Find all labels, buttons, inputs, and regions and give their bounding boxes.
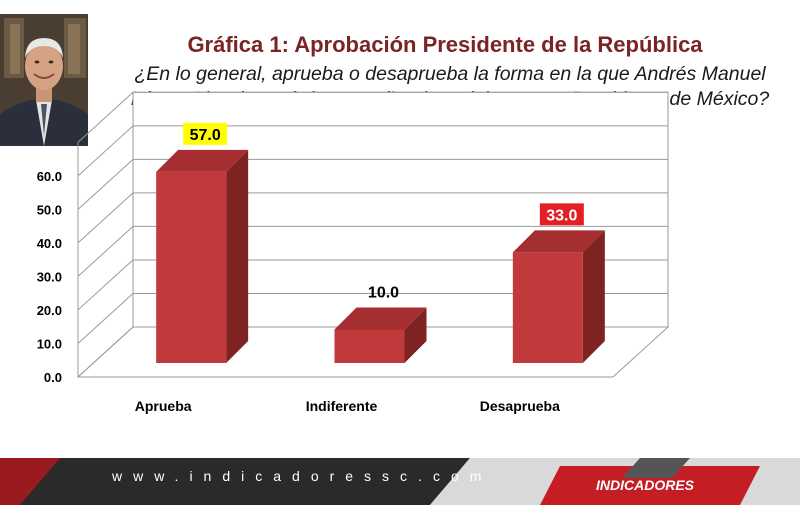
y-tick-label: 40.0 xyxy=(37,236,62,251)
gridline-side-5 xyxy=(77,158,134,210)
gridline-side-3 xyxy=(77,226,134,277)
bar-side-indiferente xyxy=(404,307,427,363)
bar-side-desaprueba xyxy=(582,230,605,363)
y-tick-label: 0.0 xyxy=(44,370,62,385)
y-tick-label: 30.0 xyxy=(37,269,62,284)
bar-top-desaprueba xyxy=(512,230,605,253)
survey-question-line-1: ¿En lo general, aprueba o desaprueba la … xyxy=(134,63,766,85)
value-label-bg-desaprueba xyxy=(539,203,584,226)
y-tick-label: 20.0 xyxy=(37,303,62,318)
footer-url-link[interactable]: www.indicadoressc.com xyxy=(112,468,493,484)
president-photo xyxy=(0,14,88,146)
x-category-label: Desaprueba xyxy=(480,398,560,414)
gridline-side-4 xyxy=(77,192,134,244)
y-tick-label: 50.0 xyxy=(37,202,62,217)
chart-title: Gráfica 1: Aprobación Presidente de la R… xyxy=(187,32,703,57)
gridline-side-0 xyxy=(77,326,134,378)
bar-aprueba xyxy=(156,171,227,363)
y-tick-label: 60.0 xyxy=(37,169,62,184)
gridline-side-6 xyxy=(77,125,134,177)
gridline-side-1 xyxy=(77,293,134,344)
bar-top-indiferente xyxy=(334,307,427,330)
brand-logo: INDICADORES xyxy=(596,477,695,493)
gridline-side-2 xyxy=(77,259,134,311)
value-label-aprueba: 57.0 xyxy=(190,127,221,144)
bar-side-aprueba xyxy=(226,149,249,363)
x-category-label: Aprueba xyxy=(135,398,192,414)
bar-top-aprueba xyxy=(156,149,249,172)
value-label-desaprueba: 33.0 xyxy=(546,207,577,224)
bar-desaprueba xyxy=(512,252,583,363)
bar-indiferente xyxy=(334,329,405,363)
value-label-bg-aprueba xyxy=(183,122,228,145)
x-category-label: Indiferente xyxy=(306,398,378,414)
value-label-indiferente: 10.0 xyxy=(368,284,399,301)
portrait-image xyxy=(0,14,88,146)
gridline-side-top xyxy=(77,91,134,143)
footer-banner xyxy=(0,458,800,505)
y-tick-label: 10.0 xyxy=(37,336,62,351)
